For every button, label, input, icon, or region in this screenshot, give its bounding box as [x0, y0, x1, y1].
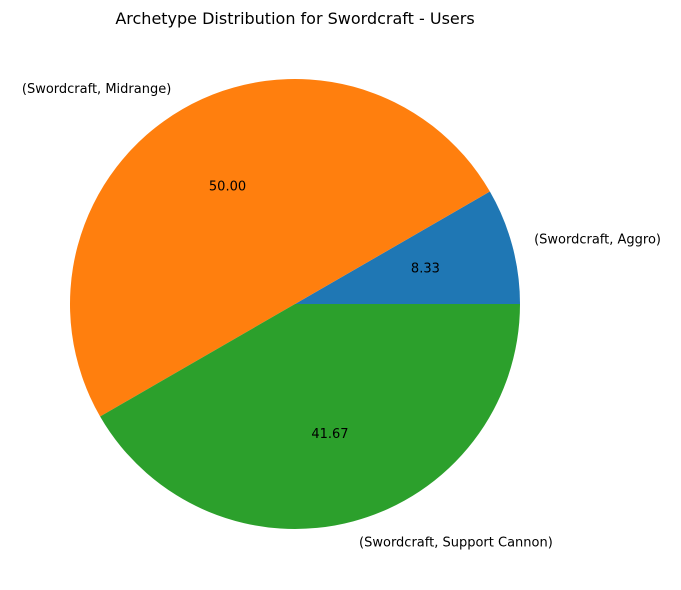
chart-title: Archetype Distribution for Swordcraft - …: [115, 9, 474, 28]
pie-labels: 8.33 (Swordcraft, Aggro) 50.00 (Swordcraft,…: [22, 82, 661, 550]
pie-slices: [69, 79, 520, 530]
pie-slice: [69, 79, 490, 417]
slice-category-label: (Swordcraft, Aggro): [534, 232, 661, 247]
slice-category-label: (Swordcraft, Support Cannon): [359, 536, 553, 551]
pie-slice: [100, 304, 520, 530]
slice-percent-label: 8.33: [411, 262, 440, 277]
slice-percent-label: 50.00: [209, 180, 246, 195]
slice-percent-label: 41.67: [311, 427, 348, 442]
pie-slice: [295, 191, 520, 304]
slice-category-label: (Swordcraft, Midrange): [22, 82, 171, 97]
